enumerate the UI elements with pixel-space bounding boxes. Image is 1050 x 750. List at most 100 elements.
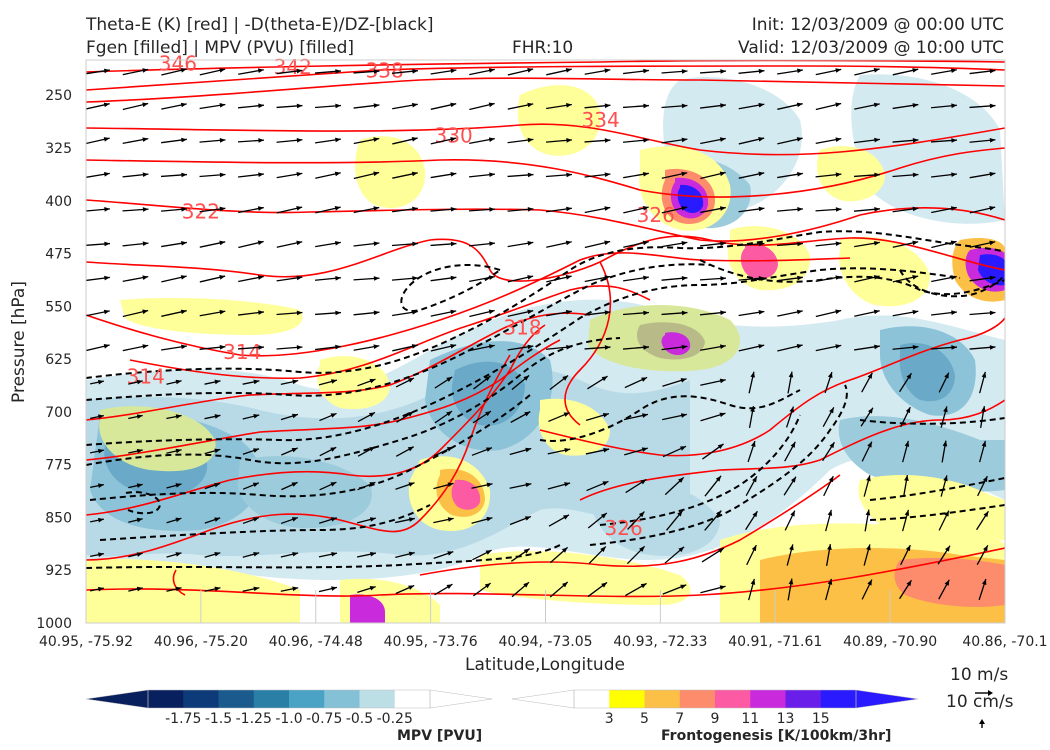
wind-vector-head xyxy=(412,68,418,74)
wind-vector-head xyxy=(253,586,260,592)
wind-vector-head xyxy=(950,275,957,280)
wind-vector-head xyxy=(334,240,341,246)
wind-vector-head xyxy=(527,309,534,315)
wind-vector-head xyxy=(97,414,104,419)
wind-vector-head xyxy=(835,344,842,349)
wind-vectors xyxy=(86,68,996,601)
wind-vector-head xyxy=(257,240,264,246)
wind-vector-head xyxy=(790,510,795,517)
wind-vector-head xyxy=(602,481,609,486)
wind-vector-head xyxy=(873,102,880,108)
x-tick-label: 40.96, -74.48 xyxy=(269,634,363,650)
wind-vector-head xyxy=(912,344,919,350)
wind-vector-head xyxy=(906,580,912,587)
wind-vector-head xyxy=(334,206,341,211)
wind-vector-head xyxy=(488,137,495,142)
wind-vector-head xyxy=(790,476,796,483)
wind-vector-head xyxy=(370,551,376,557)
wind-vector-head xyxy=(867,579,872,586)
x-axis-label: Latitude,Longitude xyxy=(465,655,625,675)
wind-vector-head xyxy=(641,447,648,452)
wind-vector-head xyxy=(258,103,264,109)
wind-vector-head xyxy=(758,206,765,212)
y-tick-label: 700 xyxy=(45,405,72,421)
colorbar-swatch xyxy=(609,690,645,708)
wind-vector-head xyxy=(752,476,757,483)
wind-vector-head xyxy=(758,310,765,315)
wind-vector-head xyxy=(142,275,149,280)
wind-vector-head xyxy=(373,69,380,74)
wind-vector-head xyxy=(447,517,454,522)
colorbar-tick-label: -0.75 xyxy=(306,711,342,727)
wind-vector-head xyxy=(680,378,687,383)
wind-vector-head xyxy=(411,137,418,142)
wind-vector-head xyxy=(904,475,909,482)
wind-vector-head xyxy=(944,579,950,586)
wind-vector-head xyxy=(601,582,608,588)
wind-vector-head xyxy=(873,240,880,246)
wind-vector-head xyxy=(943,475,948,482)
wind-vector-head xyxy=(944,372,949,379)
wind-vector-head xyxy=(291,517,298,522)
wind-vector-head xyxy=(335,344,341,350)
wind-vector-head xyxy=(835,207,842,212)
wind-vector-head xyxy=(330,447,337,452)
wind-vector-head xyxy=(638,511,645,518)
wind-vector-head xyxy=(292,586,299,592)
wind-vector-head xyxy=(142,68,149,73)
wind-vector-head xyxy=(715,475,722,482)
vector-legend-vertical: 10 cm/s xyxy=(946,692,1014,712)
wind-vector-head xyxy=(604,206,611,211)
wind-vector-head xyxy=(565,309,572,315)
theta-e-contour-label: 314 xyxy=(127,365,165,389)
wind-vector-head xyxy=(486,447,493,452)
wind-vector-head xyxy=(335,275,341,281)
wind-vector-head xyxy=(103,344,110,349)
y-tick-label: 400 xyxy=(45,194,72,210)
wind-vector-head xyxy=(527,68,534,73)
wind-vector-head xyxy=(525,447,532,453)
wind-vector-head xyxy=(450,172,457,177)
wind-vector-head xyxy=(680,584,687,590)
forecast-hour: FHR:10 xyxy=(512,38,574,58)
wind-vector-head xyxy=(563,412,570,417)
wind-vector-head xyxy=(566,344,572,350)
wind-vector-head xyxy=(219,68,226,73)
wind-vector-head xyxy=(565,240,572,246)
wind-vector-head xyxy=(797,172,803,177)
wind-vector-head xyxy=(373,276,380,281)
wind-vector-head xyxy=(335,310,341,316)
wind-vector-head xyxy=(789,544,794,551)
wind-vector-head xyxy=(601,376,608,382)
colorbar-swatch xyxy=(183,690,219,708)
colorbar-swatch xyxy=(679,690,716,708)
wind-vector-head xyxy=(181,241,187,246)
wind-vector-head xyxy=(368,446,375,452)
wind-vector-head xyxy=(950,206,957,211)
wind-vector-head xyxy=(797,207,803,212)
wind-vector-head xyxy=(604,68,611,73)
wind-vector-head xyxy=(642,240,649,246)
wind-vector-head xyxy=(681,137,688,143)
colorbar-frame xyxy=(573,689,857,709)
wind-vector-head xyxy=(951,310,957,315)
wind-vector-head xyxy=(142,207,149,212)
wind-vector-head xyxy=(906,373,912,380)
wind-vector-head xyxy=(408,551,415,557)
wind-vector-head xyxy=(981,371,987,378)
wind-vector-head xyxy=(181,344,187,350)
wind-vector-head xyxy=(369,378,376,384)
wind-vector-head xyxy=(136,517,143,523)
wind-vector-head xyxy=(951,172,957,177)
wind-vector-head xyxy=(296,345,303,350)
x-tick-label: 40.86, -70.1 xyxy=(962,634,1047,650)
wind-vector-head xyxy=(912,138,919,143)
x-tick-label: 40.89, -70.90 xyxy=(843,634,937,650)
x-tick-label: 40.94, -73.05 xyxy=(498,634,592,650)
wind-vector-head xyxy=(678,477,684,483)
wind-vector-head xyxy=(797,241,803,247)
wind-vector-head xyxy=(681,69,688,74)
wind-vector-head xyxy=(97,517,104,523)
wind-vector-head xyxy=(527,240,534,246)
wind-vector-head xyxy=(181,172,187,178)
